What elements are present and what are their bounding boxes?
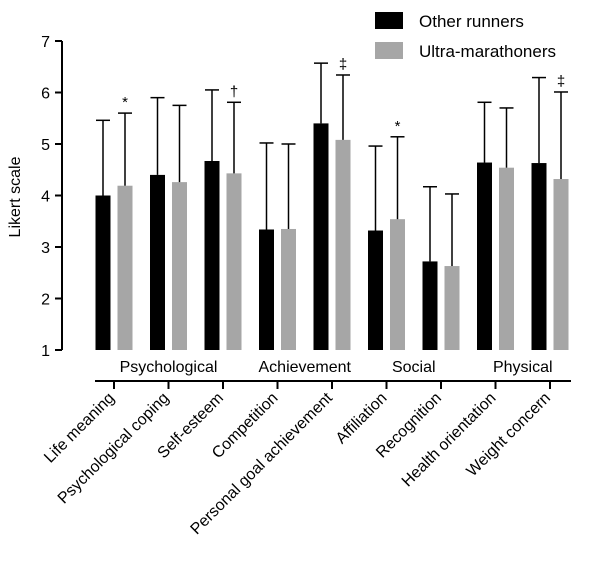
legend-swatch-ultra-marathoners [375,42,403,59]
bar-ultra-marathoners-psychological-coping [172,182,187,350]
significance-markers: * † ‡ * ‡ [122,56,565,135]
significance-marker: † [230,83,238,100]
group-labels: Psychological Achievement Social Physical [120,359,553,376]
y-axis-title: Likert scale [7,156,24,237]
y-tick-label: 5 [41,137,50,154]
group-label-physical: Physical [493,359,553,376]
bar-other-runners-recognition [422,261,438,350]
y-axis: 1 2 3 4 5 6 7 [41,34,63,360]
y-tick-label: 4 [41,189,50,206]
legend-label-ultra-marathoners: Ultra-marathoners [419,42,556,61]
significance-marker: * [395,118,401,135]
bar-other-runners-weight-concern [531,163,547,350]
bar-ultra-marathoners-affiliation [390,219,405,350]
bar-other-runners-competition [259,229,274,350]
legend-label-other-runners: Other runners [419,12,524,31]
significance-marker: ‡ [557,73,565,90]
legend: Other runners Ultra-marathoners [375,12,556,61]
bar-other-runners-health-orientation [477,162,492,350]
bar-other-runners-life-meaning [95,195,111,350]
bar-ultra-marathoners-competition [281,228,296,350]
category-label-affiliation: Affiliation [333,390,391,448]
bar-ultra-marathoners-self-esteem [226,173,242,350]
bar-ultra-marathoners-recognition [444,266,460,350]
y-tick-label: 1 [41,343,50,360]
group-label-achievement: Achievement [259,359,352,376]
legend-swatch-other-runners [375,12,403,29]
bar-other-runners-affiliation [368,230,383,350]
x-ticks [113,381,551,389]
error-bars [96,62,568,267]
significance-marker: ‡ [339,56,347,73]
bar-ultra-marathoners-life-meaning [117,185,133,350]
bars [95,123,569,351]
bar-other-runners-psychological-coping [150,174,165,350]
bar-other-runners-self-esteem [204,160,220,350]
category-label-health-orientation: Health orientation [399,390,500,491]
significance-marker: * [122,94,128,111]
y-tick-label: 2 [41,292,50,309]
bar-ultra-marathoners-weight-concern [553,179,569,350]
bar-ultra-marathoners-health-orientation [499,167,514,350]
bar-ultra-marathoners-personal-goal-achievement [335,139,351,350]
group-label-social: Social [392,359,436,376]
group-label-psychological: Psychological [120,359,218,376]
y-tick-label: 7 [41,34,50,51]
y-tick-label: 3 [41,240,50,257]
bar-other-runners-personal-goal-achievement [313,123,329,351]
y-tick-label: 6 [41,86,50,103]
